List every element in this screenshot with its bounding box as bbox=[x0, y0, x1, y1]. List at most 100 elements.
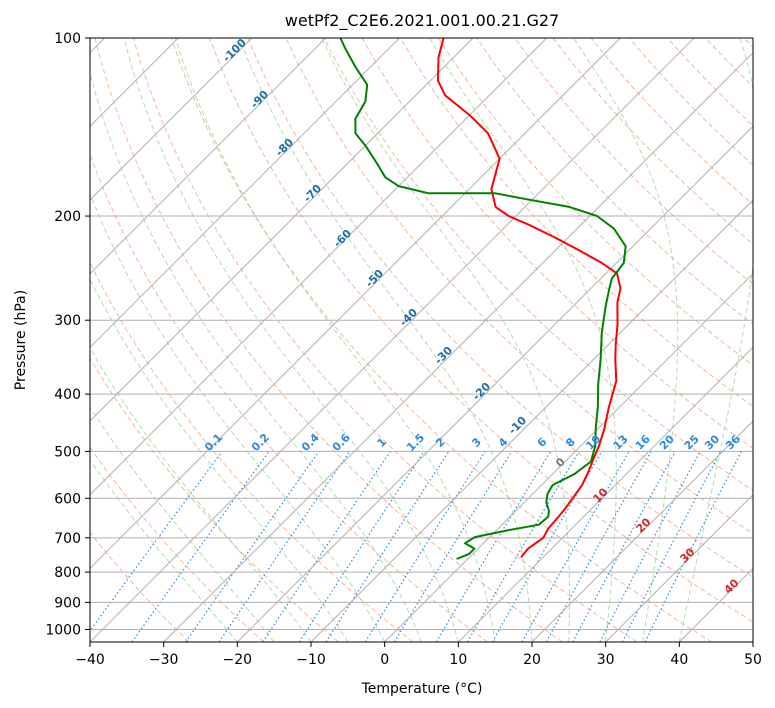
dry-adiabat-line bbox=[247, 38, 753, 578]
dry-adiabat-label: -100 bbox=[220, 36, 249, 65]
mixing-ratio-label: 0.2 bbox=[249, 431, 272, 454]
y-axis-title: Pressure (hPa) bbox=[13, 290, 29, 390]
moist-adiabat-line bbox=[678, 38, 753, 642]
dry-adiabat-line bbox=[437, 38, 753, 366]
y-tick-label: 500 bbox=[54, 444, 81, 460]
isotherm-line bbox=[531, 420, 753, 642]
mixing-ratio-line bbox=[644, 451, 743, 642]
dry-adiabat-line bbox=[90, 531, 190, 642]
x-axis-title: Temperature (°C) bbox=[361, 681, 483, 697]
mixing-ratio-line bbox=[90, 451, 223, 632]
dry-adiabat-label: -50 bbox=[363, 267, 386, 290]
y-tick-label: 400 bbox=[54, 387, 81, 403]
y-tick-label: 800 bbox=[54, 565, 81, 581]
dry-adiabat-line bbox=[94, 38, 563, 642]
dry-adiabat-line bbox=[705, 38, 753, 88]
dry-adiabat-line bbox=[323, 38, 753, 492]
x-tick-label: 40 bbox=[670, 652, 688, 668]
dry-adiabat-line bbox=[209, 38, 753, 623]
x-tick-label: −10 bbox=[296, 652, 326, 668]
mixing-ratio-label: 2 bbox=[433, 435, 448, 450]
dry-adiabat-label: -10 bbox=[506, 414, 529, 437]
plot-frame bbox=[89, 37, 754, 643]
moist-adiabat-label: 30 bbox=[678, 545, 698, 565]
isotherm-line bbox=[90, 38, 621, 570]
moist-adiabat-line bbox=[573, 38, 679, 642]
isotherm-line bbox=[752, 641, 753, 642]
dry-adiabat-line bbox=[132, 38, 638, 642]
y-tick-label: 200 bbox=[54, 209, 81, 225]
isotherm-line bbox=[457, 346, 753, 642]
mixing-ratio-line bbox=[185, 451, 320, 642]
dry-adiabat-line bbox=[90, 153, 488, 642]
isotherm-line bbox=[605, 493, 753, 642]
y-tick-label: 600 bbox=[54, 491, 81, 507]
mixing-ratio-label: 1 bbox=[375, 435, 390, 450]
dry-adiabat-label: -20 bbox=[470, 380, 493, 403]
moist-adiabat-line bbox=[90, 192, 386, 642]
mixing-ratio-label: 8 bbox=[563, 435, 578, 450]
y-tick-label: 100 bbox=[54, 31, 81, 47]
isotherm-line bbox=[90, 38, 474, 422]
dry-adiabat-line bbox=[514, 38, 753, 285]
isotherm-line bbox=[384, 272, 753, 642]
series-layer bbox=[339, 38, 627, 560]
mixing-ratio-label: 1.5 bbox=[404, 431, 427, 454]
moist-adiabat-line bbox=[321, 38, 571, 642]
dry-adiabat-line bbox=[743, 38, 753, 49]
x-tick-label: 30 bbox=[597, 652, 615, 668]
moist-adiabat-label: 40 bbox=[722, 576, 742, 596]
mixing-ratio-line bbox=[262, 451, 391, 642]
moist-adiabat-line bbox=[90, 70, 422, 642]
dry-adiabat-line bbox=[170, 38, 712, 642]
mixing-ratio-line bbox=[572, 451, 677, 642]
dry-adiabat-line bbox=[399, 38, 753, 408]
background-lines bbox=[90, 38, 753, 642]
dry-adiabat-line bbox=[90, 357, 339, 642]
dry-adiabat-label: -90 bbox=[248, 88, 271, 111]
y-tick-label: 900 bbox=[54, 595, 81, 611]
x-tick-label: 10 bbox=[449, 652, 467, 668]
dry-adiabat-label: -40 bbox=[397, 306, 420, 329]
x-tick-label: 50 bbox=[744, 652, 762, 668]
dry-adiabat-label: -70 bbox=[301, 182, 324, 205]
mixing-ratio-label: 16 bbox=[633, 432, 653, 452]
moist-adiabat-label: 0 bbox=[553, 455, 568, 470]
moist-adiabat-line bbox=[123, 38, 459, 642]
moist-adiabat-line bbox=[238, 38, 533, 642]
x-tick-label: 20 bbox=[523, 652, 541, 668]
x-tick-label: 0 bbox=[380, 652, 389, 668]
moist-adiabat-line bbox=[90, 347, 312, 642]
x-tick-label: −30 bbox=[149, 652, 179, 668]
isotherm-line bbox=[236, 125, 753, 642]
profile-line-2 bbox=[339, 38, 627, 560]
isotherm-line bbox=[90, 38, 327, 275]
mixing-ratio-label: 20 bbox=[657, 432, 677, 452]
dry-adiabat-line bbox=[90, 446, 264, 642]
y-tick-label: 1000 bbox=[45, 622, 81, 638]
y-tick-label: 700 bbox=[54, 531, 81, 547]
mixing-ratio-line bbox=[218, 451, 351, 642]
moist-adiabat-label: 20 bbox=[634, 515, 654, 535]
chart-title: wetPf2_C2E6.2021.001.00.21.G27 bbox=[285, 11, 559, 31]
moist-adiabat-line bbox=[90, 278, 349, 642]
x-tick-label: −20 bbox=[223, 652, 253, 668]
mixing-ratio-label: 4 bbox=[496, 435, 511, 450]
isotherm-line bbox=[163, 51, 753, 642]
isotherm-line bbox=[90, 38, 400, 349]
mixing-ratio-line bbox=[435, 451, 552, 642]
moist-adiabat-label: 10 bbox=[591, 485, 611, 505]
mixing-ratio-line bbox=[621, 451, 722, 642]
mixing-ratio-label: 30 bbox=[702, 432, 722, 452]
moist-adiabat-line bbox=[429, 38, 617, 642]
moist-adiabat-line bbox=[90, 459, 238, 642]
isotherm-line bbox=[90, 38, 548, 496]
mixing-ratio-label: 3 bbox=[469, 435, 484, 450]
mixing-ratio-line bbox=[298, 451, 425, 642]
x-axis: −40 −30 −20 −10 0 10 20 30 40 50 bbox=[75, 642, 762, 668]
dry-adiabat-label: -30 bbox=[432, 344, 455, 367]
dry-adiabat-label: -60 bbox=[331, 227, 354, 250]
moist-adiabat-line bbox=[174, 38, 496, 642]
isotherm-line bbox=[90, 38, 695, 642]
